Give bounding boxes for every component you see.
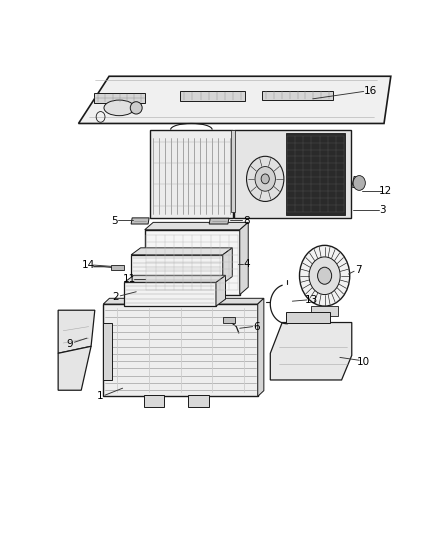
Text: 4: 4 xyxy=(244,259,250,269)
Polygon shape xyxy=(131,218,149,224)
Polygon shape xyxy=(270,322,352,380)
Polygon shape xyxy=(209,219,229,224)
Bar xyxy=(111,265,124,270)
Circle shape xyxy=(261,174,269,184)
Text: 5: 5 xyxy=(111,216,117,226)
Text: 1: 1 xyxy=(97,391,104,401)
Polygon shape xyxy=(352,176,364,189)
Text: 8: 8 xyxy=(243,216,250,226)
Text: 12: 12 xyxy=(379,186,392,196)
Text: 14: 14 xyxy=(82,260,95,270)
Bar xyxy=(231,130,235,212)
Bar xyxy=(286,133,345,215)
Bar xyxy=(144,395,164,407)
Polygon shape xyxy=(240,222,248,295)
Bar xyxy=(223,317,235,322)
Polygon shape xyxy=(124,282,216,306)
Bar xyxy=(103,304,258,397)
Polygon shape xyxy=(180,92,245,101)
Text: 3: 3 xyxy=(379,205,385,215)
Bar xyxy=(311,306,338,317)
Ellipse shape xyxy=(130,102,142,114)
Text: 7: 7 xyxy=(355,265,362,276)
Text: 10: 10 xyxy=(357,357,370,367)
Bar xyxy=(150,130,233,218)
Polygon shape xyxy=(258,298,264,397)
Polygon shape xyxy=(145,222,248,230)
Circle shape xyxy=(309,257,340,295)
Bar xyxy=(103,322,112,380)
Polygon shape xyxy=(58,310,95,353)
Bar xyxy=(145,230,240,295)
Text: 16: 16 xyxy=(364,86,377,95)
Polygon shape xyxy=(131,255,223,284)
Polygon shape xyxy=(103,298,264,304)
Polygon shape xyxy=(78,76,391,124)
Circle shape xyxy=(300,245,350,306)
Circle shape xyxy=(255,166,276,191)
Polygon shape xyxy=(131,248,232,255)
Polygon shape xyxy=(262,91,333,100)
Polygon shape xyxy=(216,276,226,306)
Polygon shape xyxy=(94,93,145,103)
Polygon shape xyxy=(124,276,226,282)
Ellipse shape xyxy=(104,100,134,116)
Bar xyxy=(188,395,208,407)
Text: 6: 6 xyxy=(254,321,260,332)
Polygon shape xyxy=(58,346,91,390)
Text: 9: 9 xyxy=(67,339,73,349)
Circle shape xyxy=(353,175,365,190)
Circle shape xyxy=(247,156,284,201)
Bar xyxy=(234,130,351,218)
Text: 13: 13 xyxy=(304,295,318,305)
Text: 2: 2 xyxy=(113,292,119,302)
Text: 11: 11 xyxy=(123,273,136,284)
Polygon shape xyxy=(223,248,232,284)
Bar xyxy=(286,312,330,322)
Circle shape xyxy=(318,267,332,284)
